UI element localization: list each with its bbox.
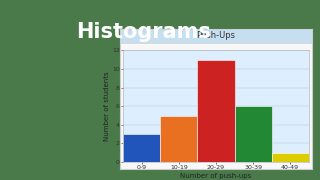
- Bar: [123, 134, 160, 162]
- Bar: [197, 60, 235, 162]
- Bar: [235, 106, 272, 162]
- Bar: [160, 116, 197, 162]
- Bar: [272, 153, 309, 162]
- Y-axis label: Number of students: Number of students: [104, 71, 110, 141]
- Text: Histograms: Histograms: [76, 22, 212, 42]
- Text: Push-Ups: Push-Ups: [196, 31, 236, 40]
- X-axis label: Number of push-ups: Number of push-ups: [180, 173, 252, 179]
